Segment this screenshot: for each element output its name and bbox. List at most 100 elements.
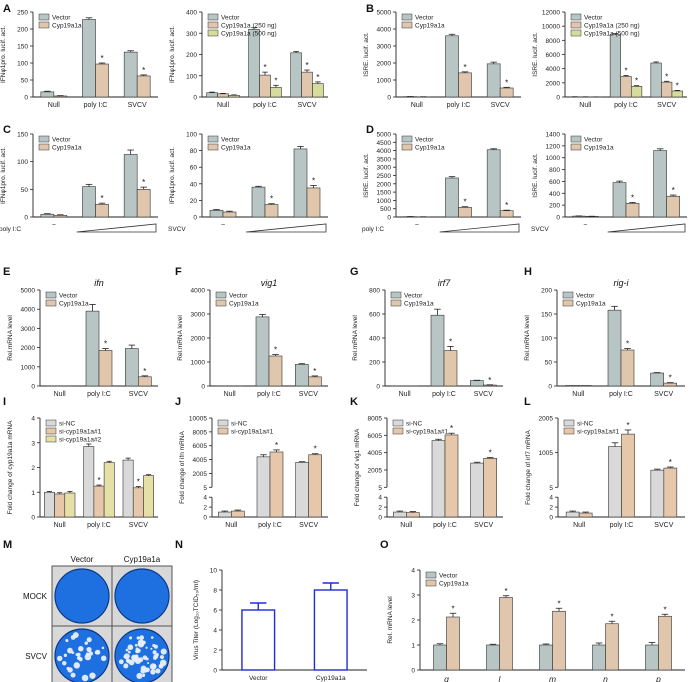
panel-letter: G (350, 266, 359, 278)
y-tick-label: 50 (21, 78, 29, 85)
well (114, 568, 170, 624)
plaque (140, 665, 147, 672)
legend-label: Cyp19a1a (52, 145, 82, 152)
significance-star: * (275, 441, 278, 450)
y-tick-label: 0 (548, 384, 552, 391)
legend-label: Vector (221, 15, 240, 22)
chart-a1: 0 50 100 150 200 250 IFNφ1pro. lucif. act. * * Nu… (0, 10, 158, 109)
panel-letter: B (366, 3, 374, 15)
bar (313, 589, 348, 671)
bar (609, 34, 622, 98)
x-tick-label: − (52, 222, 56, 229)
bar (578, 512, 593, 518)
bar (499, 87, 514, 98)
significance-star: * (143, 367, 146, 376)
y-tick-label: 400 (369, 336, 380, 343)
y-axis-label: Fold change of vig1 mRNA (354, 428, 361, 506)
bar (308, 454, 322, 518)
y-tick-label: 8000 (546, 38, 561, 45)
bar (132, 487, 144, 518)
bar (259, 74, 271, 98)
treatment-label: SVCV (531, 226, 549, 233)
chart-n: 0 2 4 6 8 10 Virus Titer (Log₁₀TCID₅₀/ml) Vecto… (193, 568, 367, 682)
y-tick-label: 80 (190, 148, 198, 155)
plaque (145, 657, 149, 661)
legend-swatch (401, 135, 413, 143)
x-tick-label: SVCV (654, 522, 673, 529)
plaque (84, 641, 89, 645)
legend-swatch (217, 427, 229, 435)
legend-swatch (215, 299, 227, 307)
x-tick-label: l (499, 674, 502, 682)
legend-label: Cyp19a1a (59, 301, 89, 308)
y-axis-label: Rel.mRNA level (7, 315, 14, 361)
plaque (73, 662, 81, 669)
bar (607, 309, 622, 387)
plate-row-label: SVCV (25, 652, 47, 661)
x-tick-label: − (415, 222, 419, 229)
bar (138, 376, 152, 387)
y-tick-label: 3 (31, 440, 35, 447)
significance-star: * (450, 424, 453, 433)
x-tick-label: Cyp19a1a (316, 675, 346, 682)
plaque (78, 645, 84, 652)
bar (293, 148, 308, 218)
significance-star: * (463, 63, 466, 72)
y-axis-label: IFNφ1pro. lucif. act. (169, 26, 176, 83)
y-tick-label: 150 (17, 44, 28, 51)
y-tick-label: 150 (541, 312, 552, 319)
y-axis-label: ISRE. lucif. act. (363, 32, 370, 77)
bar (625, 203, 640, 218)
y-axis-label: Virus Titer (Log₁₀TCID₅₀/ml) (193, 580, 200, 660)
y-tick-label: 4 (411, 568, 415, 575)
legend-label: Vector (404, 293, 423, 300)
y-tick-label: 0 (201, 384, 205, 391)
significance-star: * (504, 587, 507, 596)
bar (268, 355, 283, 387)
y-tick-label: 4000 (377, 27, 392, 34)
significance-star: * (142, 66, 145, 75)
plaque (136, 636, 140, 640)
y-tick-label: 0 (549, 515, 553, 522)
y-tick-label: 100 (186, 73, 197, 80)
bar (592, 644, 606, 671)
y-tick-label: 2 (31, 465, 35, 472)
legend-swatch (570, 135, 582, 143)
plaque (150, 636, 154, 639)
plaque (127, 650, 131, 654)
significance-star: * (97, 476, 100, 485)
y-tick-label: 2005 (539, 416, 554, 423)
x-tick-label: p (655, 674, 661, 682)
bar (406, 512, 420, 518)
legend-label: si-NC (231, 421, 248, 428)
legend-label: Cyp19a1a (250 ng) (584, 23, 640, 30)
y-axis-label: IFNφ1pro. lucif. act. (169, 147, 176, 204)
significance-star: * (104, 340, 107, 349)
y-axis-label: Fold change of irf7 mRNA (525, 429, 532, 504)
plaque (81, 674, 89, 682)
legend-swatch (570, 143, 582, 151)
y-axis-label: Rel. mRNA level (387, 596, 394, 644)
legend-swatch (392, 419, 404, 427)
legend-label: Cyp19a1a (221, 145, 251, 152)
significance-star: * (665, 72, 668, 81)
chart-title: rig-i (614, 278, 630, 288)
significance-star: * (316, 73, 319, 82)
bar (136, 75, 151, 98)
y-tick-label: 5 (378, 485, 382, 492)
bar (53, 215, 68, 218)
x-tick-label: SVCV (297, 102, 316, 109)
y-tick-label: 250 (17, 10, 28, 17)
legend-label: Vector (584, 15, 603, 22)
legend-swatch (207, 143, 219, 151)
x-tick-label: Null (400, 522, 413, 529)
y-tick-label: 20 (190, 198, 198, 205)
significance-star: * (557, 599, 560, 608)
x-tick-label: m (549, 674, 556, 682)
bar (650, 469, 665, 518)
legend-swatch (45, 435, 57, 443)
significance-star: * (305, 61, 308, 70)
significance-star: * (626, 340, 629, 349)
y-tick-label: 100 (186, 132, 197, 139)
y-tick-label: 0 (24, 215, 28, 222)
